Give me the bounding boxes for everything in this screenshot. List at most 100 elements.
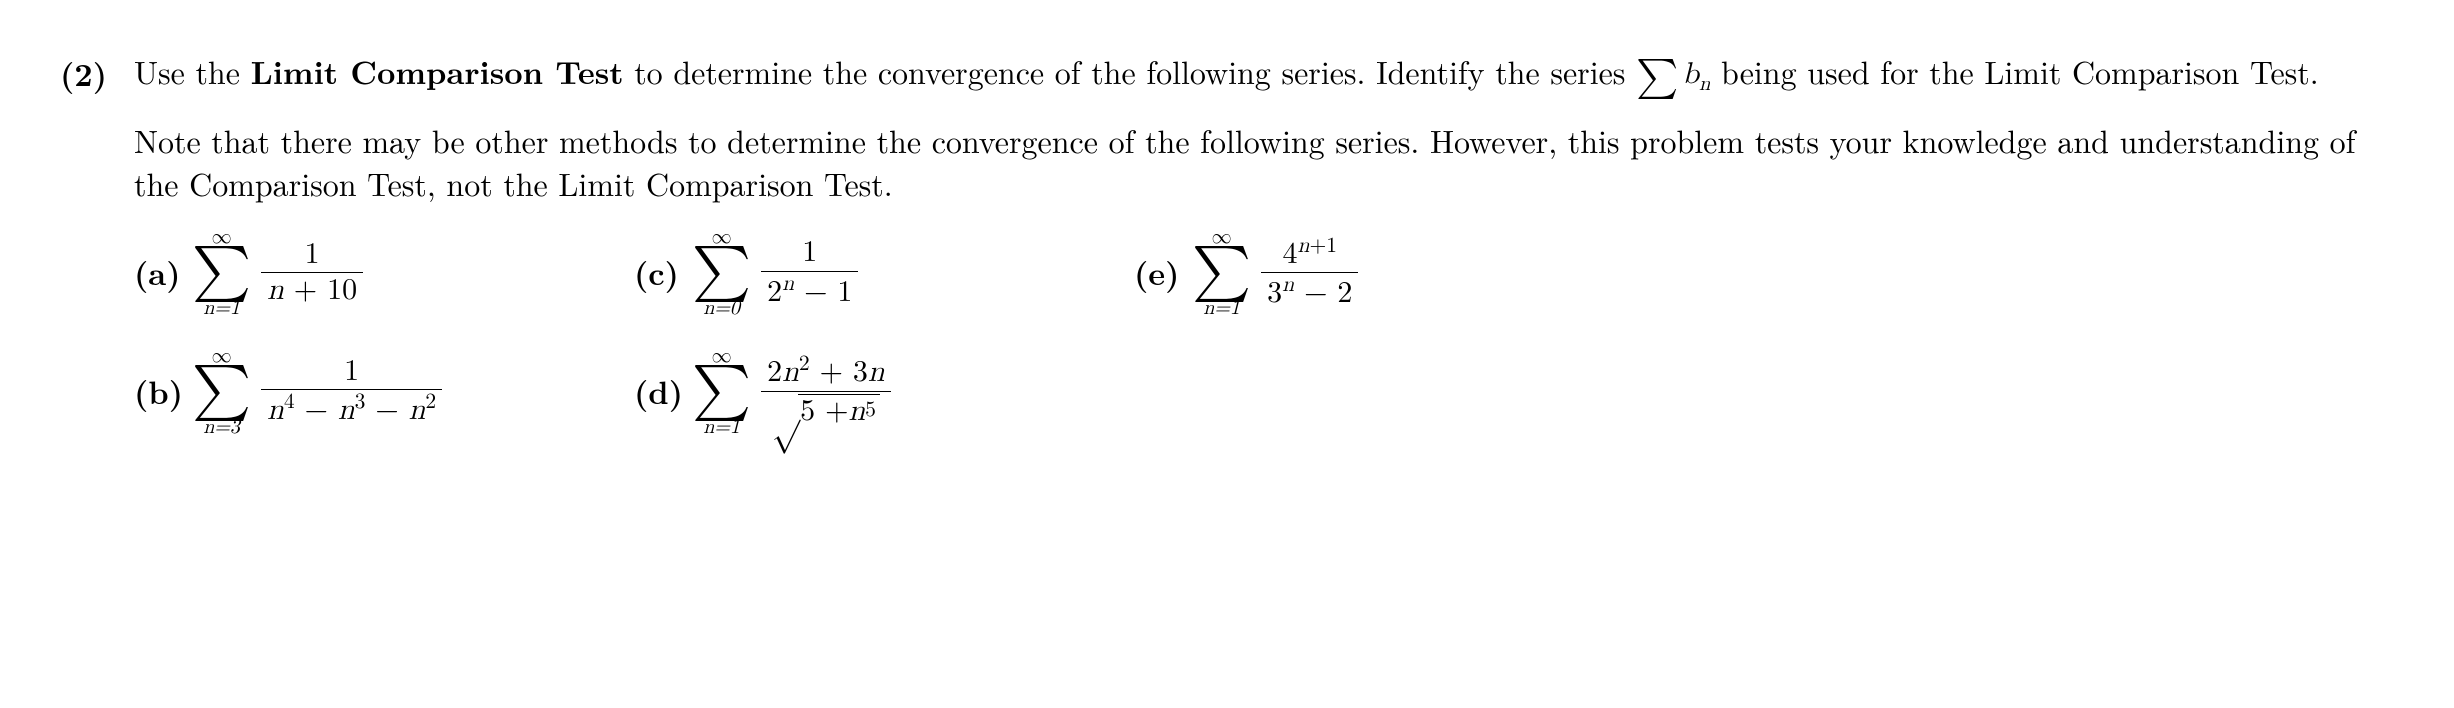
base-2: 2 [767,277,782,307]
item-c-label: (c) [634,251,692,294]
frac-bar [261,272,363,273]
frac-bar [761,391,890,392]
p1-pre: Use the [134,49,251,94]
term-base: b [1682,59,1699,89]
item-c-expr: ∞ ∑ n=0 1 2n − 1 [692,227,858,318]
minus-1: − 1 [794,277,852,307]
frac-e: 4n+1 3n − 2 [1261,236,1358,310]
n-sq-var: n [782,357,799,387]
frac-e-den: 3n − 2 [1261,275,1358,310]
paragraph-1: Use the Limit Comparison Test to determi… [134,50,2394,97]
base-4: 4 [1282,239,1297,269]
inline-sigma: ∑bn [1636,57,1710,97]
sigma-icon: ∑ [192,248,251,296]
minus-2: − 2 [1294,278,1352,308]
item-e-expr: ∞ ∑ n=1 4n+1 3n − 2 [1192,227,1358,318]
sigma-a-bottom: n=1 [203,298,240,318]
sigma-e-bottom: n=1 [1203,298,1240,318]
item-a-label: (a) [134,251,192,294]
base-3: 3 [1267,278,1282,308]
frac-bar [1261,272,1358,273]
sigma-icon: ∑ [192,367,251,415]
frac-bar [761,271,858,272]
sqrt-body: 5 + n5 [798,394,880,428]
item-d-expr: ∞ ∑ n=1 2n2 + 3n √ 5 + n5 [692,346,891,437]
frac-d: 2n2 + 3n √ 5 + n5 [761,354,890,428]
sigma-c-bottom: n=0 [703,298,740,318]
sigma-e: ∞ ∑ n=1 [1192,227,1251,318]
p1-mid: to determine the convergence of the foll… [624,49,1636,94]
exp-n: n [782,274,794,295]
sigma-d-bottom: n=1 [703,417,740,437]
p1-post: being used for the Limit Comparison Test… [1710,49,2318,94]
n2-exp: 2 [425,392,436,413]
surd-icon: √ [772,394,800,428]
problem-block: (2) Use the Limit Comparison Test to det… [60,50,2394,437]
n4-exp: 4 [284,392,295,413]
item-e-label: (e) [1134,251,1192,294]
frac-a-num: 1 [299,239,326,271]
sigma-d: ∞ ∑ n=1 [692,346,751,437]
column-1: (a) ∞ ∑ n=1 1 n + 10 [134,227,634,436]
item-d: (d) ∞ ∑ n=1 2n2 + 3n [634,346,1134,437]
sigma-c: ∞ ∑ n=0 [692,227,751,318]
n-var: n [868,357,885,387]
item-b-expr: ∞ ∑ n=3 1 n4 − n3 − n2 [192,346,442,437]
n5-var: n [848,396,865,428]
column-2: (c) ∞ ∑ n=0 1 2n − 1 [634,227,1134,436]
frac-b-den: n4 − n3 − n2 [261,392,442,427]
n5-exp: 5 [865,400,876,423]
frac-e-num: 4n+1 [1276,236,1343,271]
n2-var: n [409,395,426,425]
n-sq-exp: 2 [799,354,810,375]
n3-exp: 3 [355,392,366,413]
item-b-label: (b) [134,370,192,413]
frac-c: 1 2n − 1 [761,237,858,308]
frac-c-den: 2n − 1 [761,274,858,309]
exp-plus1-part: +1 [1309,236,1337,257]
item-a-expr: ∞ ∑ n=1 1 n + 10 [192,227,363,318]
n4-var: n [267,395,284,425]
p1-bold: Limit Comparison Test [251,49,624,94]
problem-number: (2) [60,50,134,437]
sigma-term: bn [1682,59,1710,94]
sigma-icon: ∑ [692,248,751,296]
term-sub: n [1699,74,1710,94]
sigma-a: ∞ ∑ n=1 [192,227,251,318]
minus2: − [365,395,408,425]
exp-n-part: n [1297,236,1309,257]
sqrt: √ 5 + n5 [772,394,880,428]
five-plus: 5 + [800,396,848,428]
var-n: n [267,275,284,305]
minus1: − [295,395,338,425]
sigma-icon: ∑ [692,367,751,415]
frac-b: 1 n4 − n3 − n2 [261,356,442,427]
paragraph-2: Note that there may be other methods to … [134,119,2394,205]
frac-d-num: 2n2 + 3n [761,354,890,389]
frac-d-den: √ 5 + n5 [766,394,886,429]
frac-bar [261,389,442,390]
n3-var: n [338,395,355,425]
plus-3: + 3 [810,357,868,387]
page: (2) Use the Limit Comparison Test to det… [0,0,2454,477]
item-a: (a) ∞ ∑ n=1 1 n + 10 [134,227,634,318]
exp-n-plus-1: n+1 [1297,236,1337,257]
subproblems: (a) ∞ ∑ n=1 1 n + 10 [134,227,2394,436]
sigma-icon: ∑ [1636,57,1678,97]
exp-n: n [1282,275,1294,296]
sigma-b-bottom: n=3 [203,417,240,437]
item-d-label: (d) [634,370,692,413]
item-b: (b) ∞ ∑ n=3 1 n4 − n3 − n2 [134,346,634,437]
problem-body: Use the Limit Comparison Test to determi… [134,50,2394,437]
plus-10: + 10 [284,275,357,305]
frac-a-den: n + 10 [261,275,363,307]
item-c: (c) ∞ ∑ n=0 1 2n − 1 [634,227,1134,318]
frac-a: 1 n + 10 [261,239,363,307]
frac-c-num: 1 [796,237,823,269]
sigma-icon: ∑ [1192,248,1251,296]
item-e: (e) ∞ ∑ n=1 4n+1 3n − 2 [1134,227,1634,318]
c-2: 2 [767,357,782,387]
sigma-b: ∞ ∑ n=3 [192,346,251,437]
frac-b-num: 1 [338,356,365,388]
column-3: (e) ∞ ∑ n=1 4n+1 3n − 2 [1134,227,1634,436]
